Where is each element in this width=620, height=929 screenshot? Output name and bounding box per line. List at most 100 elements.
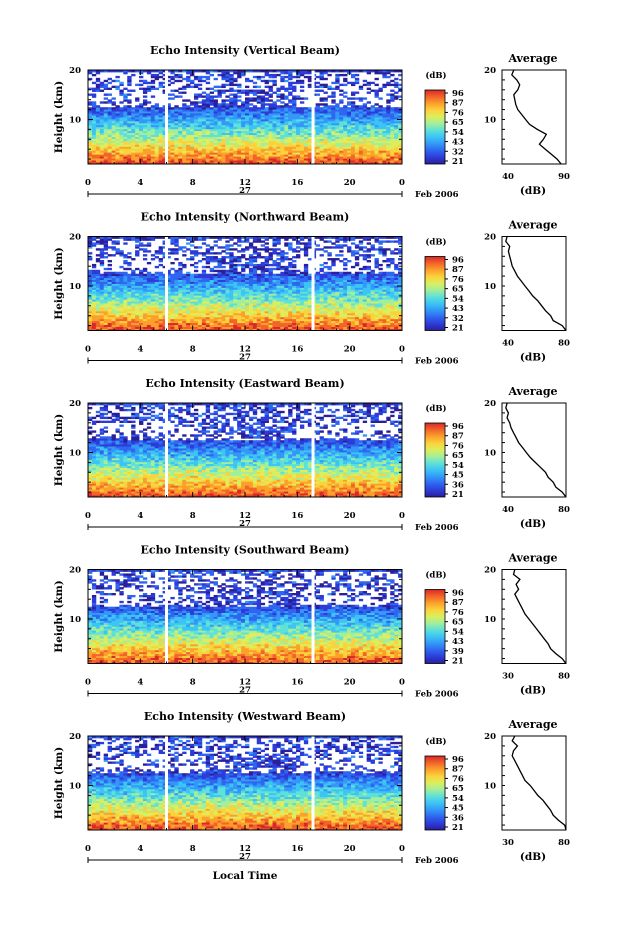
heatmap-cell <box>170 140 175 143</box>
heatmap-cell <box>276 324 281 327</box>
heatmap-cell <box>296 71 301 75</box>
heatmap-cell <box>229 316 234 320</box>
heatmap-cell <box>343 322 348 326</box>
heatmap-cell <box>362 144 368 147</box>
heatmap-cell <box>299 115 305 118</box>
heatmap-cell <box>370 291 375 294</box>
heatmap-cell <box>343 136 348 139</box>
heatmap-cell <box>248 303 254 306</box>
heatmap-cell <box>260 312 266 316</box>
heatmap-cell <box>331 301 336 304</box>
heatmap-cell <box>394 81 399 85</box>
heatmap-cell <box>103 162 109 165</box>
heatmap-cell <box>119 287 124 290</box>
heatmap-cell <box>127 307 132 310</box>
heatmap-cell <box>347 120 352 124</box>
heatmap-cell <box>158 126 163 130</box>
heatmap-cell <box>268 295 273 298</box>
heatmap-cell <box>88 118 93 122</box>
heatmap-cell <box>197 322 203 326</box>
heatmap-cell <box>366 142 372 145</box>
heatmap-cell <box>174 287 179 290</box>
heatmap-cell <box>386 140 391 143</box>
heatmap-cell <box>276 295 281 298</box>
heatmap-cell <box>197 328 203 331</box>
heatmap-cell <box>166 93 171 96</box>
heatmap-cell <box>166 158 171 161</box>
heatmap-cell <box>174 322 179 326</box>
heatmap-cell <box>95 70 101 73</box>
heatmap-cell <box>315 117 320 120</box>
heatmap-cell <box>362 117 368 120</box>
heatmap-cell <box>319 160 324 163</box>
heatmap-cell <box>268 293 273 296</box>
heatmap-cell <box>193 295 199 298</box>
heatmap-cell <box>260 140 266 143</box>
heatmap-cell <box>288 158 293 161</box>
heatmap-cell <box>248 146 254 149</box>
heatmap-cell <box>335 156 340 159</box>
heatmap-cell <box>237 83 242 87</box>
heatmap-cell <box>260 122 266 126</box>
heatmap-cell <box>303 97 309 100</box>
heatmap-cell <box>91 126 97 130</box>
heatmap-cell <box>307 136 313 139</box>
heatmap-cell <box>95 126 101 130</box>
heatmap-cell <box>99 291 105 294</box>
heatmap-cell <box>292 81 297 85</box>
heatmap-cell <box>323 303 328 306</box>
heatmap-cell <box>296 287 301 290</box>
heatmap-cell <box>88 297 93 300</box>
heatmap-cell <box>343 117 348 120</box>
heatmap-cell <box>197 136 203 139</box>
heatmap-cell <box>382 111 387 114</box>
heatmap-cell <box>323 316 328 320</box>
heatmap-cell <box>127 287 132 290</box>
heatmap-cell <box>288 307 293 310</box>
heatmap-cell <box>398 154 403 157</box>
heatmap-cell <box>248 291 254 294</box>
heatmap-cell <box>217 118 222 122</box>
heatmap-cell <box>343 109 348 112</box>
heatmap-cell <box>347 103 352 106</box>
heatmap-cell <box>154 293 160 296</box>
heatmap-cell <box>221 293 226 296</box>
heatmap-cell <box>103 308 109 312</box>
heatmap-cell <box>174 316 179 320</box>
heatmap-cell <box>398 156 403 159</box>
heatmap-cell <box>135 291 140 294</box>
heatmap-cell <box>284 124 289 128</box>
heatmap-cell <box>252 146 258 149</box>
heatmap-cell <box>99 285 105 288</box>
heatmap-cell <box>119 83 124 87</box>
heatmap-cell <box>284 310 289 314</box>
heatmap-cell <box>358 299 364 302</box>
heatmap-cell <box>358 160 364 163</box>
heatmap-cell <box>339 101 344 104</box>
heatmap-cell <box>256 89 262 92</box>
heatmap-cell <box>166 128 171 132</box>
heatmap-cell <box>276 289 281 292</box>
heatmap-cell <box>225 107 230 110</box>
heatmap-cell <box>95 118 101 122</box>
heatmap-cell <box>174 295 179 298</box>
heatmap-cell <box>123 120 128 124</box>
heatmap-cell <box>107 120 112 124</box>
heatmap-cell <box>115 307 120 310</box>
heatmap-cell <box>323 140 328 143</box>
heatmap-cell <box>276 293 281 296</box>
heatmap-cell <box>264 97 269 100</box>
heatmap-cell <box>307 146 313 149</box>
heatmap-cell <box>362 322 368 326</box>
heatmap-cell <box>284 103 289 106</box>
heatmap-cell <box>142 109 148 112</box>
heatmap-cell <box>354 91 360 94</box>
heatmap-cell <box>95 293 101 296</box>
heatmap-cell <box>197 111 203 114</box>
heatmap-cell <box>394 308 399 312</box>
heatmap-cell <box>374 299 379 302</box>
heatmap-cell <box>225 120 230 124</box>
heatmap-cell <box>225 146 230 149</box>
heatmap-cell <box>292 326 297 329</box>
heatmap-cell <box>256 301 262 304</box>
